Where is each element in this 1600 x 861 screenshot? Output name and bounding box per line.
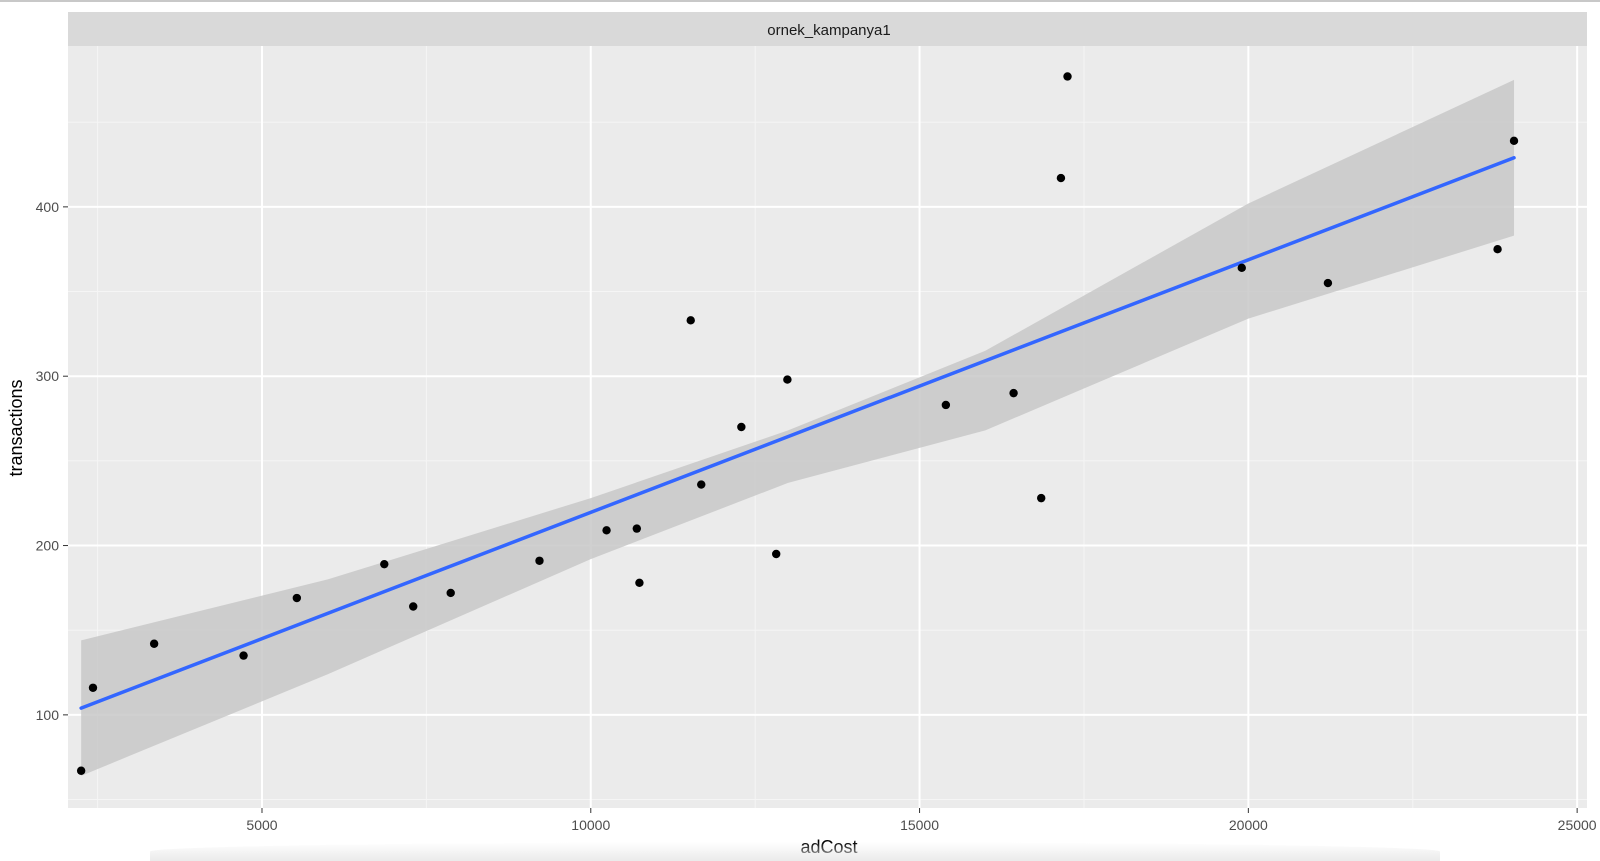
facet-strip: [68, 12, 1587, 46]
data-point: [686, 316, 695, 325]
data-point: [632, 524, 642, 533]
data-point: [1237, 263, 1246, 273]
data-point: [1493, 245, 1502, 254]
data-point: [239, 651, 248, 660]
major-grid: [68, 46, 1587, 808]
data-point: [1509, 136, 1519, 146]
data-point: [292, 593, 302, 603]
y-tick-label: 100: [36, 707, 60, 723]
regression-line: [79, 156, 1516, 710]
data-point: [602, 526, 611, 535]
data-point: [409, 602, 418, 611]
x-tick-label: 15000: [900, 817, 939, 833]
data-point: [941, 400, 951, 410]
y-tick-label: 300: [36, 368, 60, 384]
data-point: [1009, 388, 1018, 398]
data-point: [76, 766, 86, 775]
data-point: [737, 422, 746, 432]
data-point: [772, 549, 781, 559]
x-tick-label: 5000: [246, 817, 277, 833]
y-tick-label: 400: [36, 199, 60, 215]
data-point: [1323, 278, 1333, 288]
data-points: [76, 72, 1519, 775]
facet-label: ornek_kampanya1: [767, 22, 890, 39]
y-tick-label: 200: [36, 538, 60, 554]
data-point: [697, 480, 706, 489]
y-axis-ticks: 100 200 300 400: [36, 199, 68, 723]
data-point: [149, 639, 159, 648]
data-point: [1063, 72, 1072, 81]
confidence-band: [81, 79, 1515, 776]
data-point: [635, 578, 644, 587]
data-point: [1056, 173, 1066, 183]
window-shadow: [150, 842, 1440, 861]
x-axis-ticks: 5000 10000 15000 20000 25000: [246, 808, 1597, 833]
data-point: [88, 683, 98, 692]
data-point: [783, 375, 792, 384]
x-tick-label: 10000: [571, 817, 610, 833]
y-axis-title: transactions: [6, 379, 26, 476]
minor-grid: [68, 46, 1587, 808]
data-point: [446, 588, 455, 598]
x-tick-label: 25000: [1558, 817, 1597, 833]
data-point: [535, 556, 544, 565]
top-divider: [0, 0, 1600, 2]
data-point: [380, 559, 389, 569]
data-point: [1037, 493, 1046, 503]
x-tick-label: 20000: [1229, 817, 1268, 833]
